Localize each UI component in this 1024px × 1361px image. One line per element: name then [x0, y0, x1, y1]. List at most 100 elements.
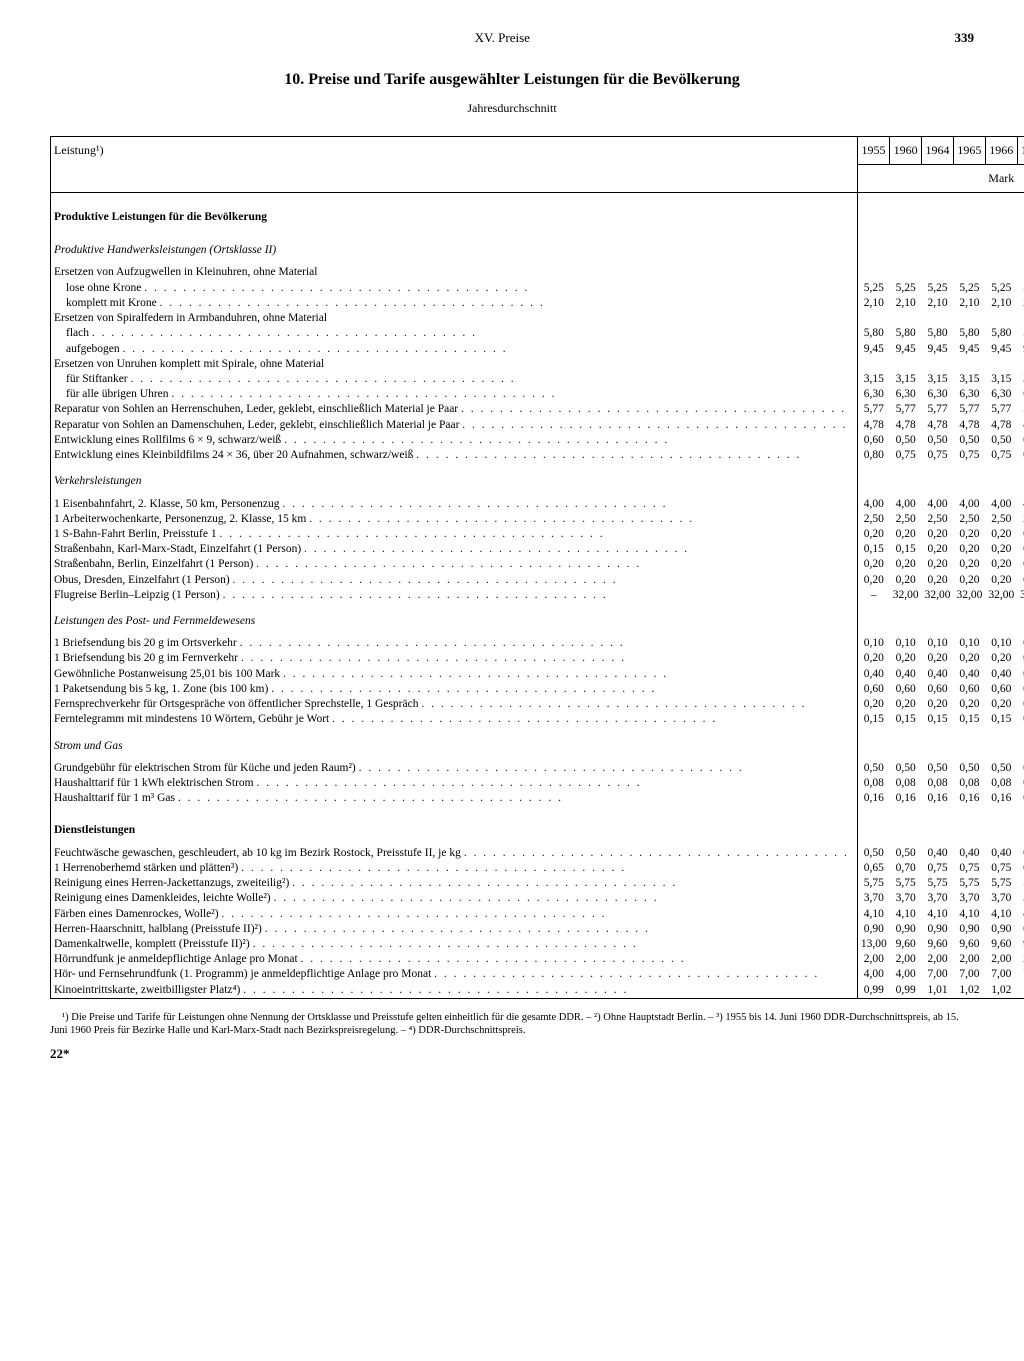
value-cell: 5,75 [890, 876, 922, 891]
section-heading: Produktive Leistungen für die Bevölkerun… [51, 193, 858, 233]
value-cell: 1,05 [1017, 983, 1024, 999]
value-cell: 0,15 [857, 542, 889, 557]
value-cell: 0,15 [1017, 712, 1024, 727]
row-label: Ersetzen von Aufzugwellen in Kleinuhren,… [51, 265, 858, 280]
value-cell: 3,70 [985, 891, 1017, 906]
row-label: Straßenbahn, Berlin, Einzelfahrt (1 Pers… [51, 557, 858, 572]
value-cell: 3,15 [857, 372, 889, 387]
value-cell: 2,10 [890, 296, 922, 311]
value-cell: 6,30 [890, 387, 922, 402]
row-label: 1 Arbeiterwochenkarte, Personenzug, 2. K… [51, 512, 858, 527]
value-cell: 2,00 [857, 952, 889, 967]
chapter-title: XV. Preise [50, 30, 955, 46]
row-label: Feuchtwäsche gewaschen, geschleudert, ab… [51, 846, 858, 861]
value-cell: 0,60 [953, 682, 985, 697]
value-cell: 0,99 [890, 983, 922, 999]
value-cell: 0,20 [985, 573, 1017, 588]
value-cell: 5,75 [1017, 876, 1024, 891]
value-cell: 32,00 [1017, 588, 1024, 603]
value-cell: 5,77 [890, 402, 922, 417]
value-cell: 5,25 [985, 281, 1017, 296]
value-cell: 2,10 [922, 296, 954, 311]
value-cell: 0,15 [857, 712, 889, 727]
value-cell: 0,10 [890, 636, 922, 651]
value-cell: 0,16 [1017, 791, 1024, 806]
value-cell: 0,20 [922, 651, 954, 666]
value-cell: 0,75 [985, 448, 1017, 463]
value-cell: 0,20 [1017, 542, 1024, 557]
value-cell: 0,20 [1017, 573, 1024, 588]
value-cell: 0,10 [953, 636, 985, 651]
value-cell: 0,10 [857, 636, 889, 651]
value-cell: 4,10 [890, 907, 922, 922]
subsection-heading: Strom und Gas [51, 728, 858, 761]
value-cell: 0,90 [985, 922, 1017, 937]
value-cell: 0,08 [953, 776, 985, 791]
value-cell: 9,45 [985, 342, 1017, 357]
value-cell: 0,90 [890, 922, 922, 937]
value-cell: 9,45 [953, 342, 985, 357]
value-cell: 4,00 [890, 967, 922, 982]
value-cell: 0,60 [857, 433, 889, 448]
value-cell: 3,70 [922, 891, 954, 906]
value-cell: 0,90 [1017, 922, 1024, 937]
signature-mark: 22* [50, 1046, 974, 1062]
value-cell: 5,75 [985, 876, 1017, 891]
row-label: flach [51, 326, 858, 341]
row-label: Haushalttarif für 1 m³ Gas [51, 791, 858, 806]
subsection-heading: Verkehrsleistungen [51, 463, 858, 496]
value-cell: 0,75 [890, 448, 922, 463]
row-label: Straßenbahn, Karl-Marx-Stadt, Einzelfahr… [51, 542, 858, 557]
value-cell: 0,16 [890, 791, 922, 806]
value-cell: 2,50 [922, 512, 954, 527]
value-cell: 0,50 [1017, 433, 1024, 448]
value-cell: 0,08 [1017, 776, 1024, 791]
value-cell: 4,10 [985, 907, 1017, 922]
value-cell: 4,00 [953, 497, 985, 512]
value-cell: 0,20 [857, 557, 889, 572]
row-label: Entwicklung eines Rollfilms 6 × 9, schwa… [51, 433, 858, 448]
value-cell: 0,15 [985, 712, 1017, 727]
row-label: 1 Herrenoberhemd stärken und plätten³) [51, 861, 858, 876]
value-cell: 2,00 [985, 952, 1017, 967]
value-cell: 0,20 [922, 557, 954, 572]
value-cell: 0,50 [1017, 761, 1024, 776]
value-cell: 0,90 [922, 922, 954, 937]
value-cell: 5,25 [953, 281, 985, 296]
value-cell: 0,20 [953, 697, 985, 712]
row-label: Kinoeintrittskarte, zweitbilligster Plat… [51, 983, 858, 999]
row-label: 1 Eisenbahnfahrt, 2. Klasse, 50 km, Pers… [51, 497, 858, 512]
value-cell: 0,20 [890, 527, 922, 542]
value-cell: 0,50 [890, 761, 922, 776]
value-cell: 0,75 [953, 861, 985, 876]
value-cell: 0,08 [985, 776, 1017, 791]
value-cell: 0,80 [857, 448, 889, 463]
value-cell: 0,70 [890, 861, 922, 876]
value-cell: 4,10 [953, 907, 985, 922]
value-cell: 6,30 [985, 387, 1017, 402]
value-cell: 0,20 [953, 557, 985, 572]
value-cell: 4,78 [922, 418, 954, 433]
value-cell: 0,16 [857, 791, 889, 806]
value-cell: 1,02 [985, 983, 1017, 999]
value-cell: 2,10 [1017, 296, 1024, 311]
value-cell: 9,60 [985, 937, 1017, 952]
row-label: für alle übrigen Uhren [51, 387, 858, 402]
year-header: 1955 [857, 137, 889, 165]
value-cell: 0,99 [857, 983, 889, 999]
value-cell: 5,77 [922, 402, 954, 417]
year-header: 1960 [890, 137, 922, 165]
value-cell: 0,16 [985, 791, 1017, 806]
value-cell: 0,10 [922, 636, 954, 651]
value-cell: 0,20 [953, 573, 985, 588]
row-label: für Stiftanker [51, 372, 858, 387]
value-cell: 5,77 [1017, 402, 1024, 417]
table-head: Leistung¹)195519601964196519661967196819… [51, 137, 1024, 193]
value-cell: 0,20 [953, 651, 985, 666]
value-cell: 0,20 [890, 651, 922, 666]
value-cell: 32,00 [985, 588, 1017, 603]
row-label: komplett mit Krone [51, 296, 858, 311]
value-cell: 0,20 [953, 542, 985, 557]
value-cell: 5,80 [985, 326, 1017, 341]
value-cell: 0,60 [922, 682, 954, 697]
